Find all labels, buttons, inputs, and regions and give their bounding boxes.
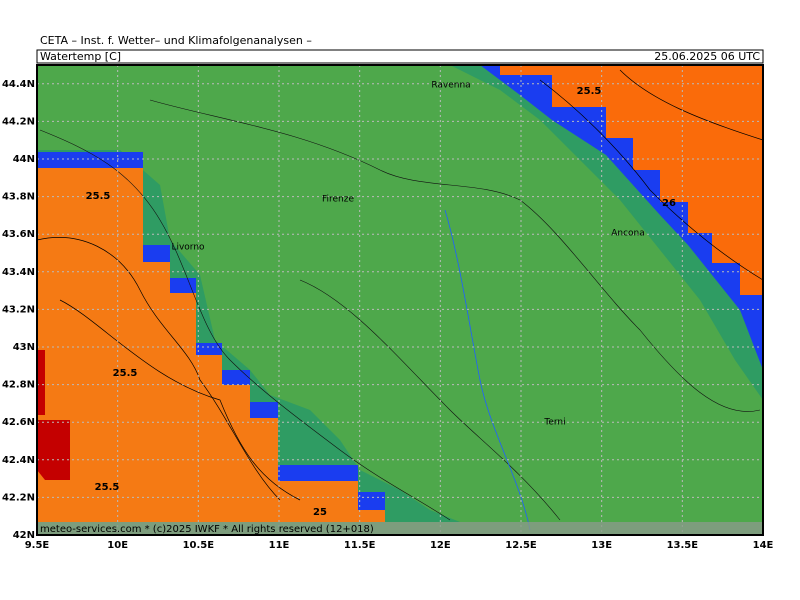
x-tick-label: 13E bbox=[591, 540, 612, 551]
x-tick-label: 12E bbox=[430, 540, 451, 551]
map-frame bbox=[36, 64, 764, 536]
y-tick-label: 42.6N bbox=[2, 417, 35, 428]
footer-band bbox=[37, 522, 763, 535]
valid-time: 25.06.2025 06 UTC bbox=[654, 50, 760, 63]
y-tick-label: 43.6N bbox=[2, 229, 35, 240]
contour-label: 25 bbox=[313, 507, 327, 518]
contour-label: 25.5 bbox=[95, 482, 120, 493]
y-tick-label: 42.8N bbox=[2, 380, 35, 391]
y-tick-label: 42N bbox=[13, 530, 35, 541]
y-tick-label: 42.4N bbox=[2, 455, 35, 466]
place-label: Terni bbox=[543, 418, 565, 428]
contour-label: 25.5 bbox=[86, 191, 111, 202]
contour-label: 26 bbox=[662, 198, 676, 209]
x-tick-label: 11E bbox=[269, 540, 290, 551]
x-tick-label: 14E bbox=[753, 540, 774, 551]
borders bbox=[39, 99, 761, 521]
contour-label: 25.5 bbox=[577, 86, 602, 97]
y-tick-label: 44N bbox=[13, 154, 35, 165]
header-title: CETA – Inst. f. Wetter– und Klimafolgena… bbox=[40, 34, 312, 47]
x-tick-label: 13.5E bbox=[667, 540, 699, 551]
y-tick-label: 43.4N bbox=[2, 267, 35, 278]
field-name: Watertemp [C] bbox=[40, 50, 121, 63]
x-tick-label: 12.5E bbox=[505, 540, 537, 551]
y-tick-label: 44.2N bbox=[2, 116, 35, 127]
header-box bbox=[36, 49, 764, 64]
x-tick-label: 11.5E bbox=[344, 540, 376, 551]
y-tick-label: 43.2N bbox=[2, 304, 35, 315]
y-tick-label: 43.8N bbox=[2, 192, 35, 203]
sea-warm bbox=[500, 65, 763, 295]
contours bbox=[36, 69, 764, 501]
y-tick-label: 44.4N bbox=[2, 79, 35, 90]
x-tick-label: 10.5E bbox=[183, 540, 215, 551]
y-tick-label: 42.2N bbox=[2, 492, 35, 503]
contour-label: 25.5 bbox=[113, 368, 138, 379]
place-label: Livorno bbox=[171, 243, 205, 253]
x-tick-label: 10E bbox=[107, 540, 128, 551]
x-tick-label: 9.5E bbox=[25, 540, 50, 551]
map-fill bbox=[37, 65, 763, 535]
warm-cells bbox=[37, 350, 70, 480]
river bbox=[444, 209, 531, 531]
footer-credit: meteo-services.com * (c)2025 IWKF * All … bbox=[40, 524, 374, 535]
sea-warm bbox=[37, 168, 385, 522]
place-label: Firenze bbox=[322, 195, 354, 205]
place-label: Ancona bbox=[611, 229, 645, 239]
place-label: Ravenna bbox=[431, 81, 470, 91]
y-tick-label: 43N bbox=[13, 342, 35, 353]
